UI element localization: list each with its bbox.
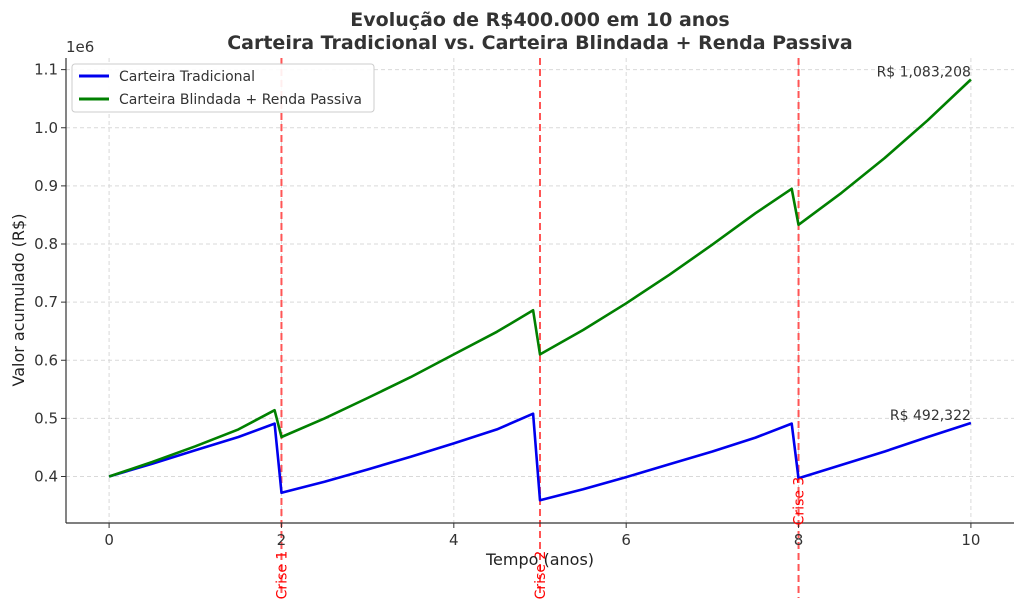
x-tick-label: 10 <box>961 531 980 549</box>
crisis-markers <box>280 58 800 598</box>
x-tick-label: 0 <box>104 531 114 549</box>
crisis-label-3: Crise 3 <box>792 477 808 526</box>
chart-title: Evolução de R$400.000 em 10 anos <box>350 9 729 31</box>
y-axis-label: Valor acumulado (R$) <box>9 214 28 387</box>
legend-box <box>71 63 375 113</box>
y-tick-label: 0.8 <box>34 235 58 253</box>
y-tick-label: 0.9 <box>34 177 58 195</box>
x-tick-label: 8 <box>794 531 804 549</box>
end-value-label-tradicional: R$ 492,322 <box>890 408 971 424</box>
legend: Carteira Tradicional Carteira Blindada +… <box>71 63 375 113</box>
axes: 0 2 4 6 8 10 0.4 0.5 0.6 0.7 0.8 0.9 1.0 1.1 Crise 1 Cr… <box>34 58 1014 599</box>
y-tick-label: 0.7 <box>34 293 58 311</box>
series-line-blindada <box>108 78 972 478</box>
legend-label-blindada: Carteira Blindada + Renda Passiva <box>119 92 362 108</box>
crisis-label-2: Crise 2 <box>533 551 549 600</box>
series-lines <box>108 78 972 502</box>
y-tick-label: 1.1 <box>34 61 58 79</box>
x-tick-label: 4 <box>449 531 459 549</box>
crisis-label-1: Crise 1 <box>274 551 290 600</box>
series-line-tradicional <box>108 412 972 502</box>
y-tick-label: 1.0 <box>34 119 58 137</box>
legend-label-tradicional: Carteira Tradicional <box>119 69 255 85</box>
y-tick-label: 0.6 <box>34 351 58 369</box>
end-value-label-blindada: R$ 1,083,208 <box>877 65 971 81</box>
y-tick-label: 0.4 <box>34 468 58 486</box>
x-tick-label: 6 <box>621 531 631 549</box>
y-tick-label: 0.5 <box>34 409 58 427</box>
x-axis-label: Tempo (anos) <box>485 550 594 569</box>
chart-subtitle: Carteira Tradicional vs. Carteira Blinda… <box>227 32 853 54</box>
end-labels: R$ 492,322 R$ 1,083,208 <box>877 65 971 425</box>
y-offset-label: 1e6 <box>66 38 94 56</box>
x-tick-label: 2 <box>277 531 287 549</box>
